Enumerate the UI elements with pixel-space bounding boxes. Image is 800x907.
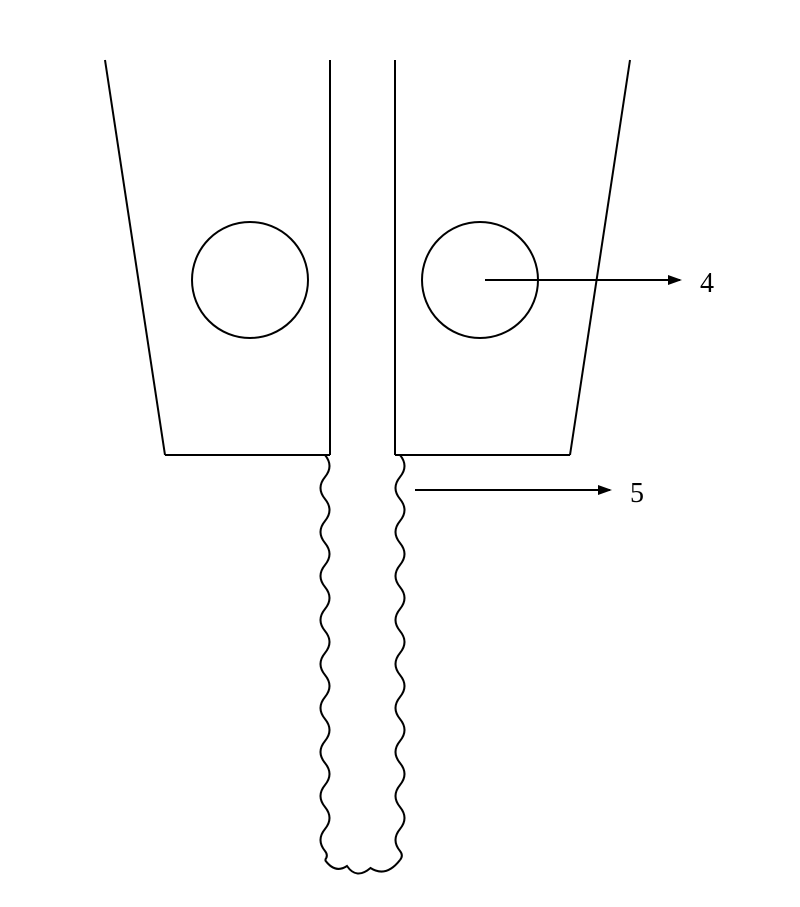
diagram-canvas: [0, 0, 800, 907]
callout-5-label: 5: [630, 478, 644, 510]
callout-4-label: 4: [700, 268, 714, 300]
